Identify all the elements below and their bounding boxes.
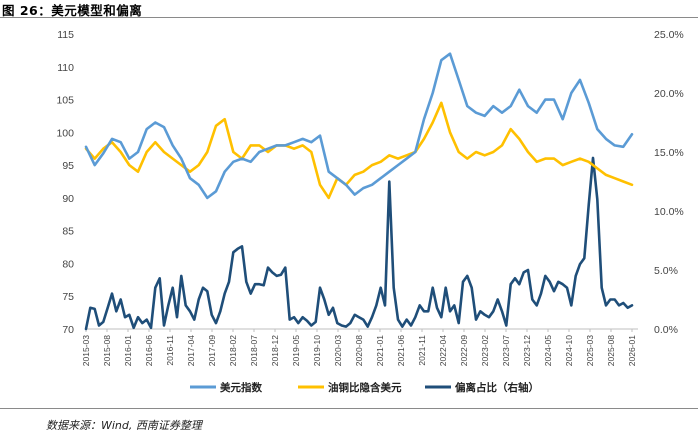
- x-tick-label: 2022-09: [459, 335, 469, 366]
- right-tick-label: 0.0%: [654, 324, 678, 336]
- x-tick-label: 2024-05: [543, 335, 553, 366]
- x-tick-label: 2019-10: [312, 335, 322, 366]
- legend-label: 油铜比隐含美元: [328, 381, 402, 394]
- x-tick-label: 2022-04: [438, 335, 448, 366]
- x-tick-label: 2018-02: [228, 335, 238, 366]
- left-tick-label: 110: [57, 62, 74, 74]
- series-layer: [84, 52, 634, 331]
- x-tick-label: 2021-11: [417, 335, 427, 366]
- x-tick-label: 2021-06: [396, 335, 406, 366]
- x-axis-ticks: 2015-03 2015-08 2016-01 2016-06 2016-11 2017-…: [81, 329, 637, 366]
- x-tick-label: 2019-05: [291, 335, 301, 366]
- x-tick-label: 2023-12: [522, 335, 532, 366]
- title-divider: [0, 17, 698, 18]
- left-tick-label: 105: [56, 95, 74, 107]
- x-tick-label: 2017-04: [186, 335, 196, 366]
- left-tick-label: 75: [62, 291, 74, 303]
- left-tick-label: 90: [62, 193, 74, 205]
- left-tick-label: 115: [57, 29, 74, 41]
- x-tick-label: 2016-01: [123, 335, 133, 366]
- left-tick-label: 100: [56, 127, 74, 139]
- x-tick-label: 2020-03: [333, 335, 343, 366]
- series-line-2: [84, 101, 634, 200]
- series-line-1: [84, 52, 634, 200]
- x-tick-label: 2018-07: [249, 335, 259, 366]
- x-tick-label: 2023-07: [501, 335, 511, 366]
- series-line-3: [84, 156, 634, 331]
- right-axis-ticks: 0.0% 5.0% 10.0% 15.0% 20.0% 25.0%: [654, 29, 684, 336]
- bottom-divider: [0, 408, 698, 409]
- x-tick-label: 2015-03: [81, 335, 91, 366]
- left-tick-label: 85: [62, 226, 74, 238]
- left-tick-label: 70: [62, 324, 74, 336]
- right-tick-label: 5.0%: [654, 265, 678, 277]
- legend: 美元指数 油铜比隐含美元 偏离占比（右轴）: [190, 381, 539, 394]
- legend-label: 偏离占比（右轴）: [455, 381, 539, 394]
- chart: 70 75 80 85 90 95 100 105 110 115 0.0% 5.0% 10.0% 15…: [56, 29, 684, 394]
- x-tick-label: 2021-01: [375, 335, 385, 366]
- x-tick-label: 2015-08: [102, 335, 112, 366]
- x-tick-label: 2026-01: [627, 335, 637, 366]
- right-tick-label: 20.0%: [654, 88, 684, 100]
- x-tick-label: 2020-08: [354, 335, 364, 366]
- figure-title: 图 26：美元模型和偏离: [2, 3, 143, 18]
- x-tick-label: 2025-08: [606, 335, 616, 366]
- x-tick-label: 2018-12: [270, 335, 280, 366]
- x-tick-label: 2025-03: [585, 335, 595, 366]
- x-tick-label: 2023-02: [480, 335, 490, 366]
- source-note: 数据来源：Wind, 西南证券整理: [46, 419, 202, 432]
- right-tick-label: 15.0%: [654, 147, 684, 159]
- left-tick-label: 95: [62, 160, 74, 172]
- legend-label: 美元指数: [220, 381, 262, 394]
- x-tick-label: 2016-11: [165, 335, 175, 366]
- left-tick-label: 80: [62, 258, 74, 270]
- x-tick-label: 2017-09: [207, 335, 217, 366]
- right-tick-label: 10.0%: [654, 206, 684, 218]
- x-tick-label: 2024-10: [564, 335, 574, 366]
- left-axis-ticks: 70 75 80 85 90 95 100 105 110 115: [56, 29, 74, 336]
- x-tick-label: 2016-06: [144, 335, 154, 366]
- right-tick-label: 25.0%: [654, 29, 684, 41]
